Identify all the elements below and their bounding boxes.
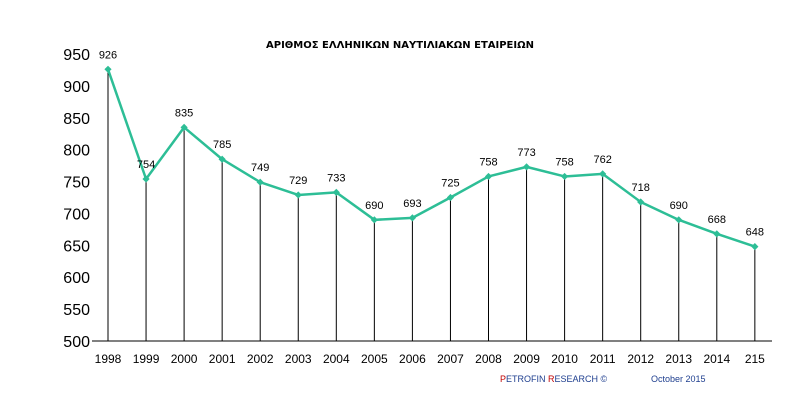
data-label: 926 [99, 49, 117, 61]
data-point [751, 243, 759, 251]
data-point [332, 188, 340, 196]
data-labels: 926 754 835 785 749 729 733 690 693 725 758 773 758 7… [99, 49, 764, 238]
data-label: 835 [175, 107, 193, 119]
drop-lines [107, 69, 756, 341]
source-credit-part: ESEARCH © [554, 374, 608, 384]
y-tick-label: 850 [63, 111, 90, 128]
data-point [446, 193, 455, 202]
date-credit: October 2015 [651, 374, 706, 384]
y-tick-label: 900 [63, 79, 90, 96]
x-tick-label: 2000 [171, 352, 198, 366]
data-point [104, 65, 112, 73]
data-label: 733 [327, 172, 345, 184]
data-label: 749 [251, 162, 269, 174]
x-tick-label: 2014 [703, 352, 730, 366]
x-tick-label: 2013 [665, 352, 692, 366]
source-credit: PETROFIN RESEARCH © [500, 374, 607, 384]
x-axis-ticks: 1998 1999 2000 2001 2002 2003 2004 2005 2006 2007… [95, 352, 766, 366]
y-tick-label: 600 [63, 270, 90, 287]
x-tick-label: 2005 [361, 352, 388, 366]
y-tick-label: 500 [63, 334, 90, 351]
data-point [142, 175, 150, 183]
data-label: 729 [289, 175, 307, 187]
y-tick-label: 550 [63, 302, 90, 319]
x-tick-label: 2012 [627, 352, 654, 366]
data-label: 648 [746, 227, 764, 239]
data-point [713, 230, 721, 238]
data-point [599, 170, 607, 178]
data-label: 693 [403, 198, 421, 210]
source-credit-part: ETROFIN [506, 374, 549, 384]
x-tick-label: 2006 [399, 352, 426, 366]
x-tick-label: 2004 [323, 352, 350, 366]
data-point [256, 178, 264, 186]
data-label: 690 [670, 200, 688, 212]
data-label: 785 [213, 139, 231, 151]
data-point [561, 172, 569, 181]
x-tick-label: 1998 [95, 352, 122, 366]
data-point [484, 172, 493, 181]
data-point [370, 216, 378, 224]
source-credit-part: P [500, 374, 507, 384]
y-tick-label: 800 [63, 143, 90, 160]
series-line [106, 68, 756, 248]
data-label: 758 [479, 156, 497, 168]
y-axis-ticks: 950 900 850 800 750 700 650 600 550 500 [63, 47, 90, 351]
x-tick-label: 2003 [285, 352, 312, 366]
data-label: 690 [365, 200, 383, 212]
data-point [218, 155, 226, 163]
data-label: 758 [555, 156, 573, 168]
y-tick-label: 700 [63, 206, 90, 223]
x-tick-label: 2009 [513, 352, 540, 366]
x-tick-label: 2002 [247, 352, 274, 366]
data-point [408, 214, 416, 222]
x-tick-label: 2008 [475, 352, 502, 366]
x-tick-label: 1999 [133, 352, 160, 366]
data-point [180, 123, 188, 131]
data-label: 773 [517, 147, 535, 159]
x-tick-label: 215 [745, 352, 765, 366]
data-label: 718 [632, 182, 650, 194]
data-point [637, 198, 645, 206]
x-tick-label: 2010 [551, 352, 578, 366]
source-credit-part: R [548, 374, 555, 384]
y-tick-label: 650 [63, 238, 90, 255]
y-tick-label: 950 [63, 47, 90, 64]
data-label: 725 [441, 178, 459, 190]
x-tick-label: 2001 [209, 352, 236, 366]
y-tick-label: 750 [63, 175, 90, 192]
data-label: 762 [593, 154, 611, 166]
x-tick-label: 2007 [437, 352, 464, 366]
data-label: 668 [708, 214, 726, 226]
data-point [675, 216, 683, 224]
data-label: 754 [137, 159, 155, 171]
data-markers [104, 65, 759, 251]
chart-title: ΑΡΙΘΜΟΣ ΕΛΛΗΝΙΚΩΝ ΝΑΥΤΙΛΙΑΚΩΝ ΕΤΑΙΡΕΙΩΝ [266, 40, 534, 51]
data-point [294, 191, 302, 199]
x-tick-label: 2011 [590, 352, 616, 366]
data-point [522, 163, 531, 171]
